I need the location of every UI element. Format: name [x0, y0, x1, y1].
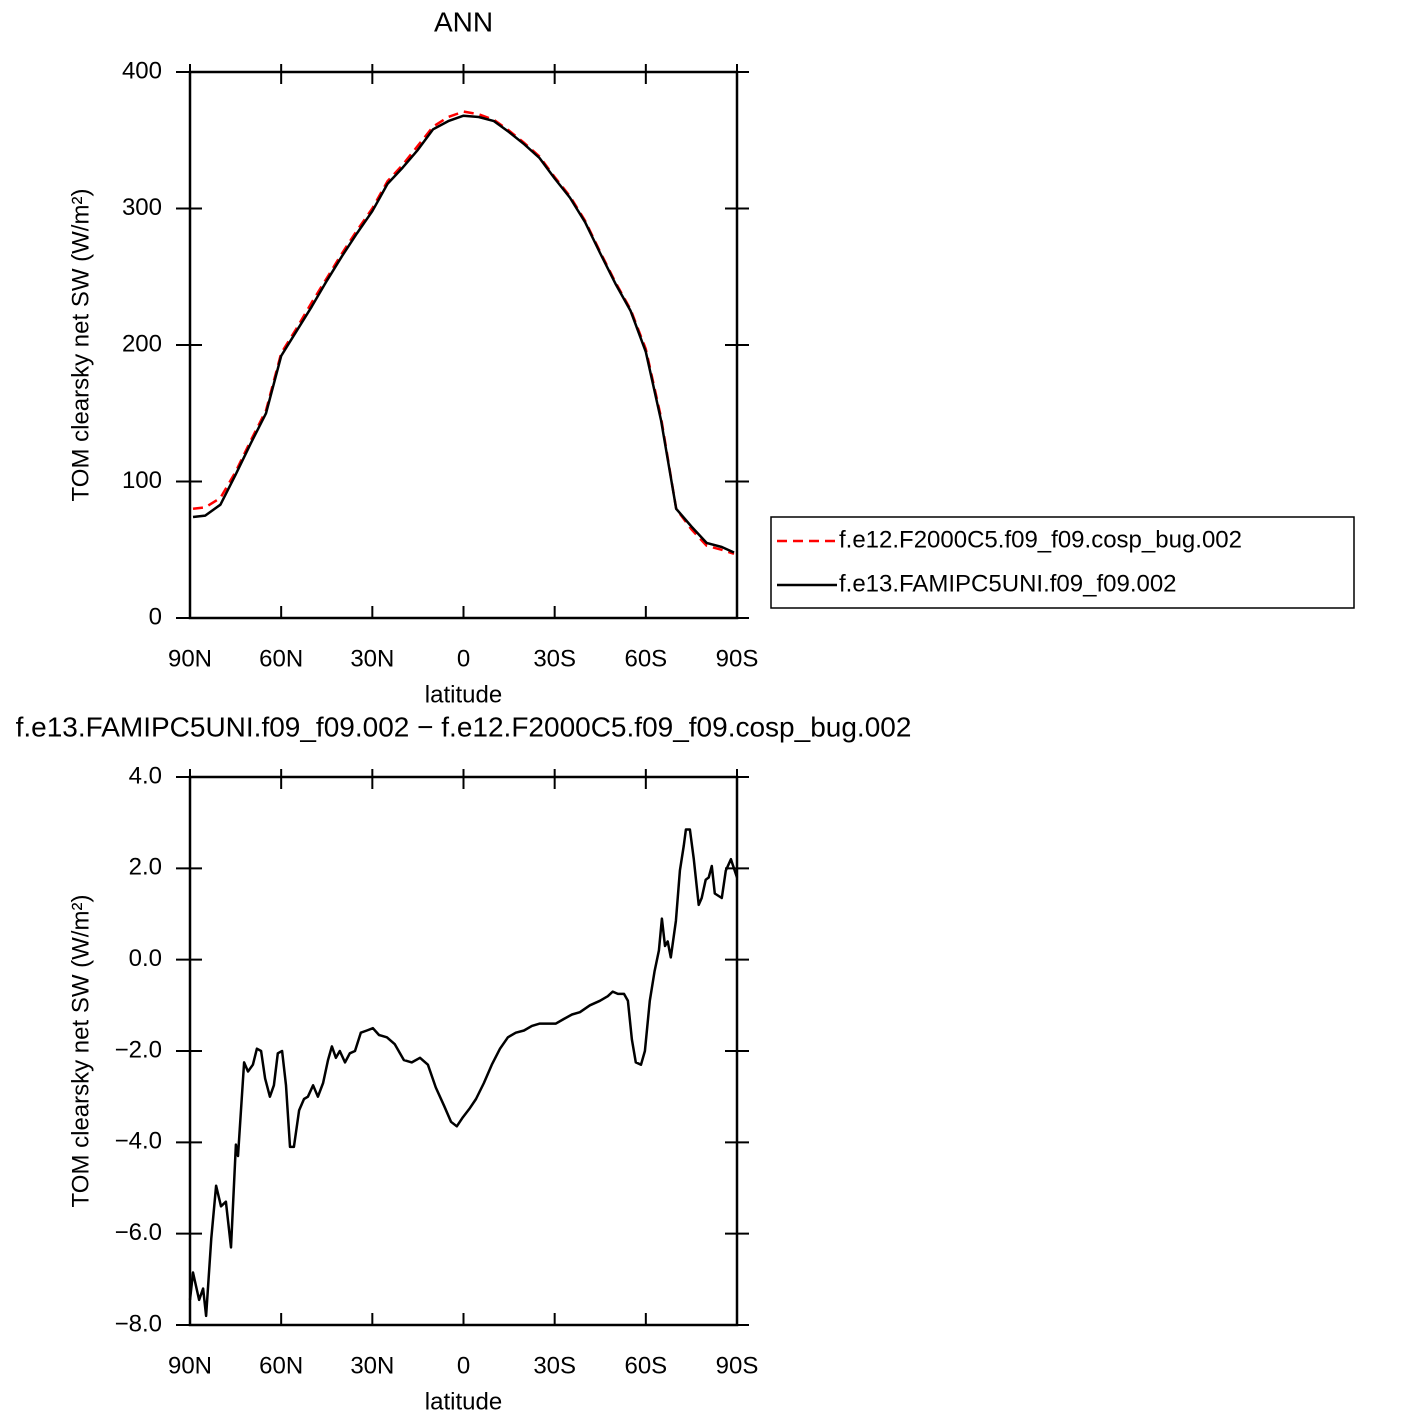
y-tick-label: 0.0 — [129, 945, 162, 972]
y-tick-label: 300 — [122, 194, 162, 221]
x-tick-label: 90N — [168, 1352, 212, 1379]
x-tick-label: 90S — [716, 1352, 759, 1379]
y-tick-label: −6.0 — [115, 1219, 162, 1246]
y-axis-label: TOM clearsky net SW (W/m²) — [67, 895, 94, 1208]
y-tick-label: 4.0 — [129, 762, 162, 789]
x-axis-label: latitude — [425, 1388, 502, 1415]
y-tick-label: 0 — [149, 603, 162, 630]
x-tick-label: 60S — [624, 645, 667, 672]
y-tick-label: 100 — [122, 467, 162, 494]
x-tick-label: 30S — [533, 645, 576, 672]
y-tick-label: −2.0 — [115, 1036, 162, 1063]
y-tick-label: 400 — [122, 57, 162, 84]
x-axis-label: latitude — [425, 681, 502, 708]
x-tick-label: 90N — [168, 645, 212, 672]
legend-label: f.e13.FAMIPC5UNI.f09_f09.002 — [839, 570, 1177, 597]
chart-title: ANN — [434, 6, 493, 37]
x-tick-label: 30S — [533, 1352, 576, 1379]
x-tick-label: 30N — [350, 645, 394, 672]
legend-box — [770, 516, 1355, 609]
y-tick-label: 200 — [122, 330, 162, 357]
x-tick-label: 60N — [259, 1352, 303, 1379]
data-line — [192, 114, 735, 554]
y-tick-label: −4.0 — [115, 1128, 162, 1155]
x-tick-label: 90S — [716, 645, 759, 672]
y-tick-label: −8.0 — [115, 1310, 162, 1337]
data-line — [188, 828, 739, 1318]
x-tick-label: 60N — [259, 645, 303, 672]
plot-frame — [188, 775, 739, 1327]
data-line — [192, 110, 735, 555]
x-tick-label: 60S — [624, 1352, 667, 1379]
y-tick-label: 2.0 — [129, 854, 162, 881]
x-tick-label: 30N — [350, 1352, 394, 1379]
chart-title: f.e13.FAMIPC5UNI.f09_f09.002 − f.e12.F20… — [16, 711, 912, 742]
legend-label: f.e12.F2000C5.f09_f09.cosp_bug.002 — [839, 526, 1242, 553]
x-tick-label: 0 — [457, 645, 470, 672]
y-axis-label: TOM clearsky net SW (W/m²) — [67, 189, 94, 502]
x-tick-label: 0 — [457, 1352, 470, 1379]
plot-frame — [188, 70, 739, 620]
